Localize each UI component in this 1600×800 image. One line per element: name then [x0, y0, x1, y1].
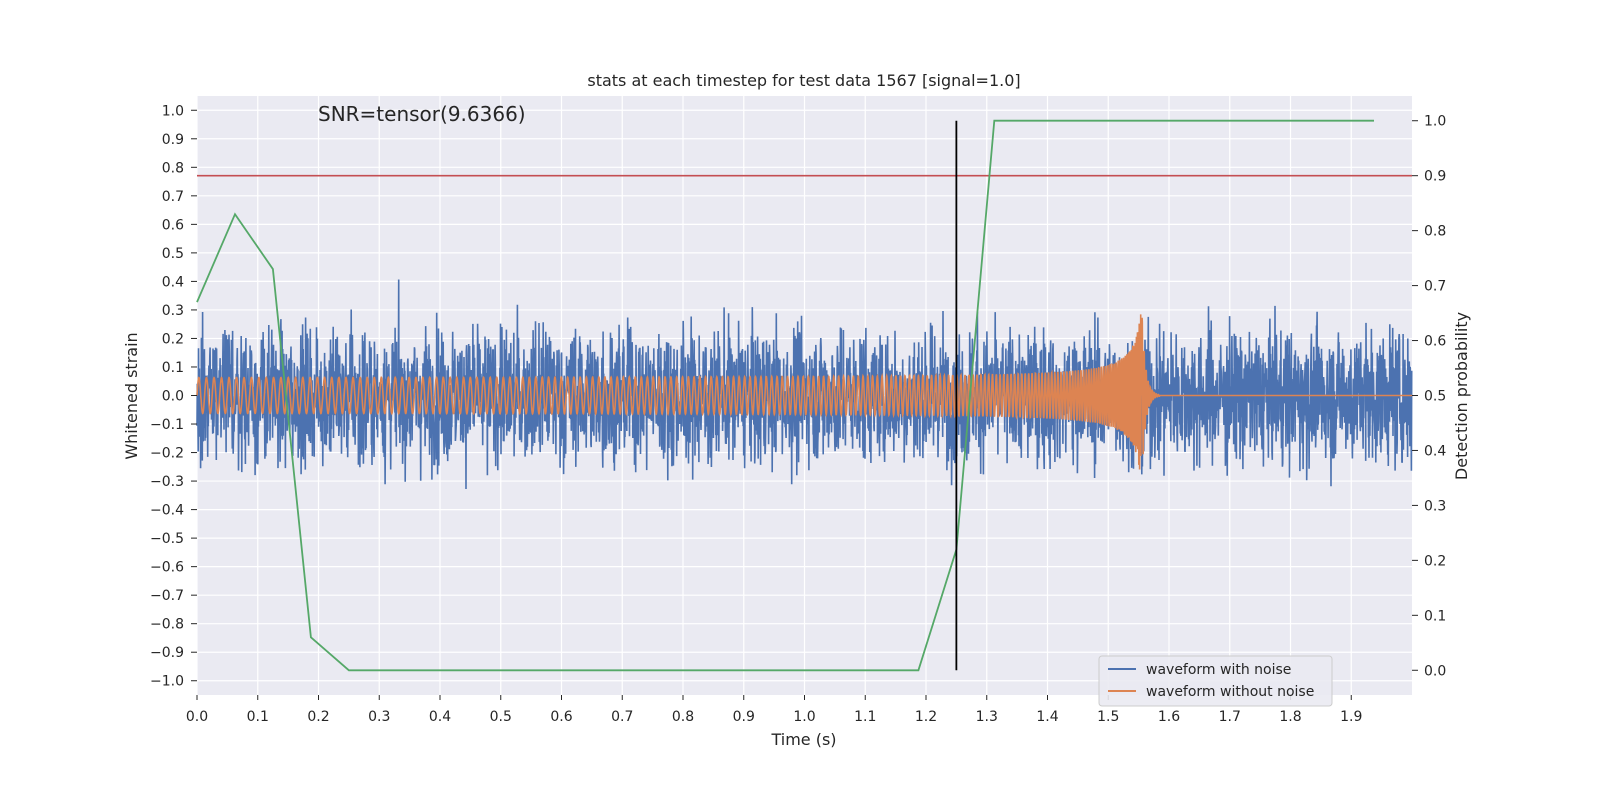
x-tick-label: 1.9: [1340, 709, 1362, 725]
y-right-tick-label: 0.8: [1424, 224, 1446, 240]
y-right-tick-label: 0.3: [1424, 498, 1446, 514]
y-tick-label: 0.3: [162, 303, 184, 319]
x-tick-label: 0.2: [307, 709, 329, 725]
x-tick-label: 1.2: [915, 709, 937, 725]
y-right-axis-label: Detection probability: [1452, 312, 1471, 480]
legend-label-clean: waveform without noise: [1146, 684, 1314, 700]
y-tick-label: −0.5: [150, 531, 184, 547]
y-tick-label: −0.3: [150, 474, 184, 490]
x-tick-label: 0.5: [490, 709, 512, 725]
x-tick-label: 0.4: [429, 709, 451, 725]
x-tick-label: 0.7: [611, 709, 633, 725]
y-tick-label: −0.4: [150, 503, 184, 519]
y-right-tick-label: 0.2: [1424, 553, 1446, 569]
y-right-tick-label: 0.5: [1424, 389, 1446, 405]
y-tick-label: −0.2: [150, 446, 184, 462]
y-tick-label: 0.7: [162, 189, 184, 205]
y-right-tick-label: 0.9: [1424, 169, 1446, 185]
y-tick-label: 0.9: [162, 132, 184, 148]
y-right-tick-label: 0.0: [1424, 663, 1446, 679]
y-tick-label: −1.0: [150, 674, 184, 690]
x-tick-label: 1.0: [793, 709, 815, 725]
legend: waveform with noise waveform without noi…: [1098, 655, 1333, 707]
y-tick-label: 0.0: [162, 389, 184, 405]
legend-label-noise: waveform with noise: [1146, 662, 1291, 678]
x-tick-label: 0.6: [550, 709, 572, 725]
x-tick-label: 0.9: [733, 709, 755, 725]
x-tick-label: 1.7: [1219, 709, 1241, 725]
y-tick-label: 0.2: [162, 331, 184, 347]
y-tick-label: 1.0: [162, 103, 184, 119]
detection-probability-line: [196, 119, 1374, 672]
y-tick-label: −0.9: [150, 645, 184, 661]
x-tick-label: 1.8: [1279, 709, 1301, 725]
y-tick-label: 0.5: [162, 246, 184, 262]
x-tick-label: 0.3: [368, 709, 390, 725]
x-tick-label: 1.6: [1158, 709, 1180, 725]
y-right-tick-labels: 1.0 0.9 0.8 0.7 0.6 0.5 0.4 0.3 0.2 0.1 0.0: [1412, 114, 1446, 679]
y-axis-label: Whitened strain: [122, 332, 141, 459]
series-waveform-without-noise: [196, 314, 1412, 470]
chart-title: stats at each timestep for test data 156…: [587, 71, 1020, 90]
snr-annotation: SNR=tensor(9.6366): [318, 102, 526, 126]
x-tick-label: 0.8: [672, 709, 694, 725]
y-right-tick-label: 1.0: [1424, 114, 1446, 130]
x-tick-labels: 0.0 0.1 0.2 0.3 0.4 0.5 0.6 0.7 0.8 0.9 1.0 1.1 1.2 1…: [186, 695, 1362, 725]
y-tick-label: −0.8: [150, 617, 184, 633]
x-tick-label: 1.3: [976, 709, 998, 725]
x-tick-label: 1.1: [854, 709, 876, 725]
y-right-tick-label: 0.4: [1424, 443, 1446, 459]
y-tick-label: 0.8: [162, 160, 184, 176]
overlays: [196, 119, 1412, 672]
clean-trace: [196, 314, 1412, 470]
y-right-tick-label: 0.6: [1424, 334, 1446, 350]
y-tick-label: 0.6: [162, 217, 184, 233]
legend-box: [1098, 655, 1333, 707]
y-tick-label: −0.7: [150, 588, 184, 604]
y-tick-label: −0.1: [150, 417, 184, 433]
y-right-tick-label: 0.1: [1424, 608, 1446, 624]
y-right-tick-label: 0.7: [1424, 279, 1446, 295]
y-tick-label: 0.4: [162, 274, 184, 290]
y-tick-label: 0.1: [162, 360, 184, 376]
x-tick-label: 1.5: [1097, 709, 1119, 725]
y-tick-labels: 1.0 0.9 0.8 0.7 0.6 0.5 0.4 0.3 0.2 0.1 0.0 −0.1 −0.…: [150, 103, 197, 690]
x-axis-label: Time (s): [770, 730, 836, 749]
y-tick-label: −0.6: [150, 560, 184, 576]
x-tick-label: 0.0: [186, 709, 208, 725]
x-tick-label: 1.4: [1036, 709, 1058, 725]
x-tick-label: 0.1: [247, 709, 269, 725]
